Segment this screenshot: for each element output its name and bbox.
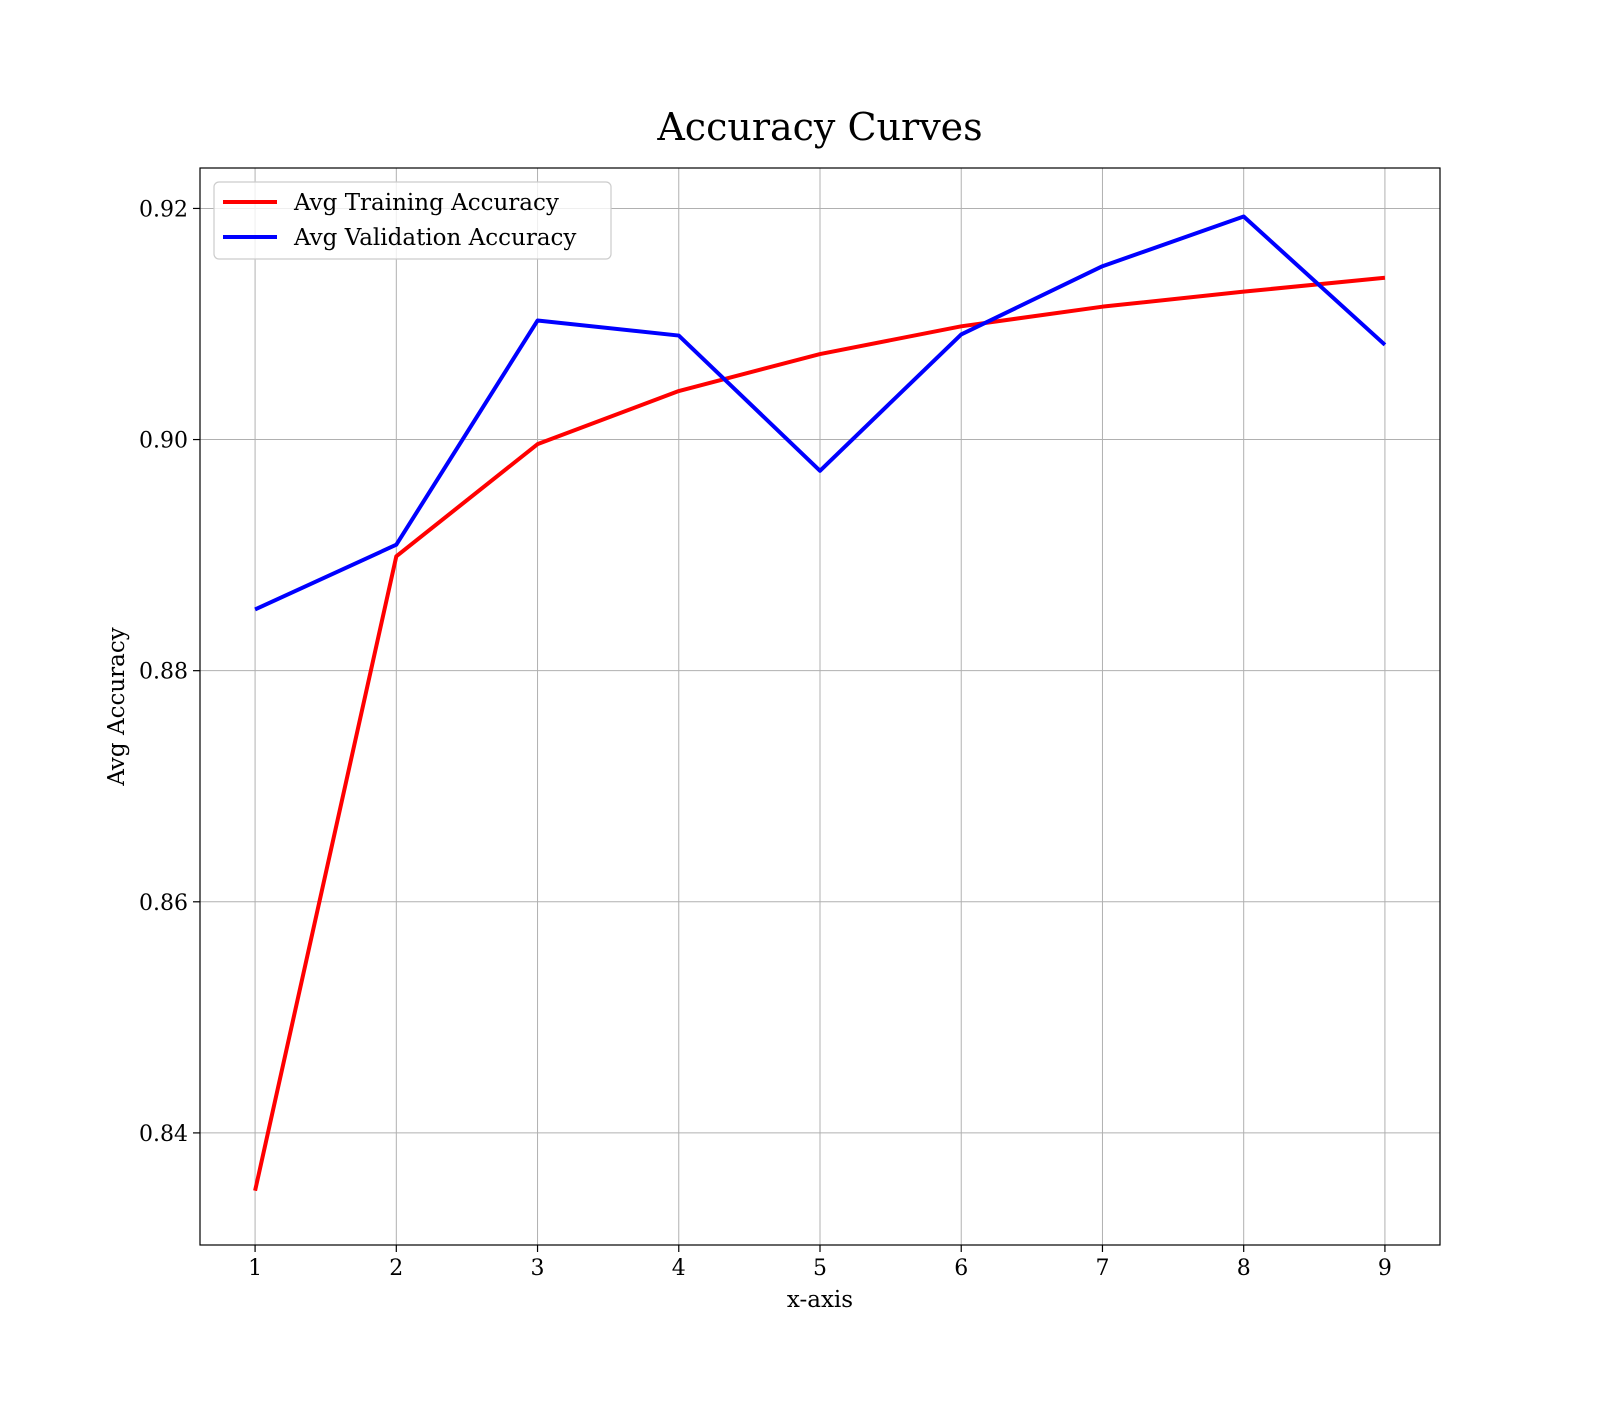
x-tick-label: 1 xyxy=(248,1256,262,1281)
y-tick-label: 0.88 xyxy=(139,660,188,685)
x-tick-label: 6 xyxy=(954,1256,968,1281)
y-tick-label: 0.86 xyxy=(139,891,188,916)
legend-label-validation: Avg Validation Accuracy xyxy=(293,225,576,251)
y-tick-label: 0.90 xyxy=(139,429,188,454)
x-tick-label: 9 xyxy=(1378,1256,1392,1281)
x-axis-label: x-axis xyxy=(787,1287,853,1313)
legend-label-training: Avg Training Accuracy xyxy=(293,190,559,216)
y-tick-label: 0.92 xyxy=(139,197,188,222)
chart-title: Accuracy Curves xyxy=(656,105,982,149)
y-tick-label: 0.84 xyxy=(139,1122,188,1147)
x-tick-label: 7 xyxy=(1095,1256,1109,1281)
x-tick-label: 8 xyxy=(1237,1256,1251,1281)
legend: Avg Training Accuracy Avg Validation Accu… xyxy=(214,182,611,259)
y-axis-label: Avg Accuracy xyxy=(104,627,130,786)
x-tick-label: 4 xyxy=(672,1256,686,1281)
x-tick-label: 2 xyxy=(389,1256,403,1281)
x-tick-label: 5 xyxy=(813,1256,827,1281)
x-tick-label: 3 xyxy=(531,1256,545,1281)
